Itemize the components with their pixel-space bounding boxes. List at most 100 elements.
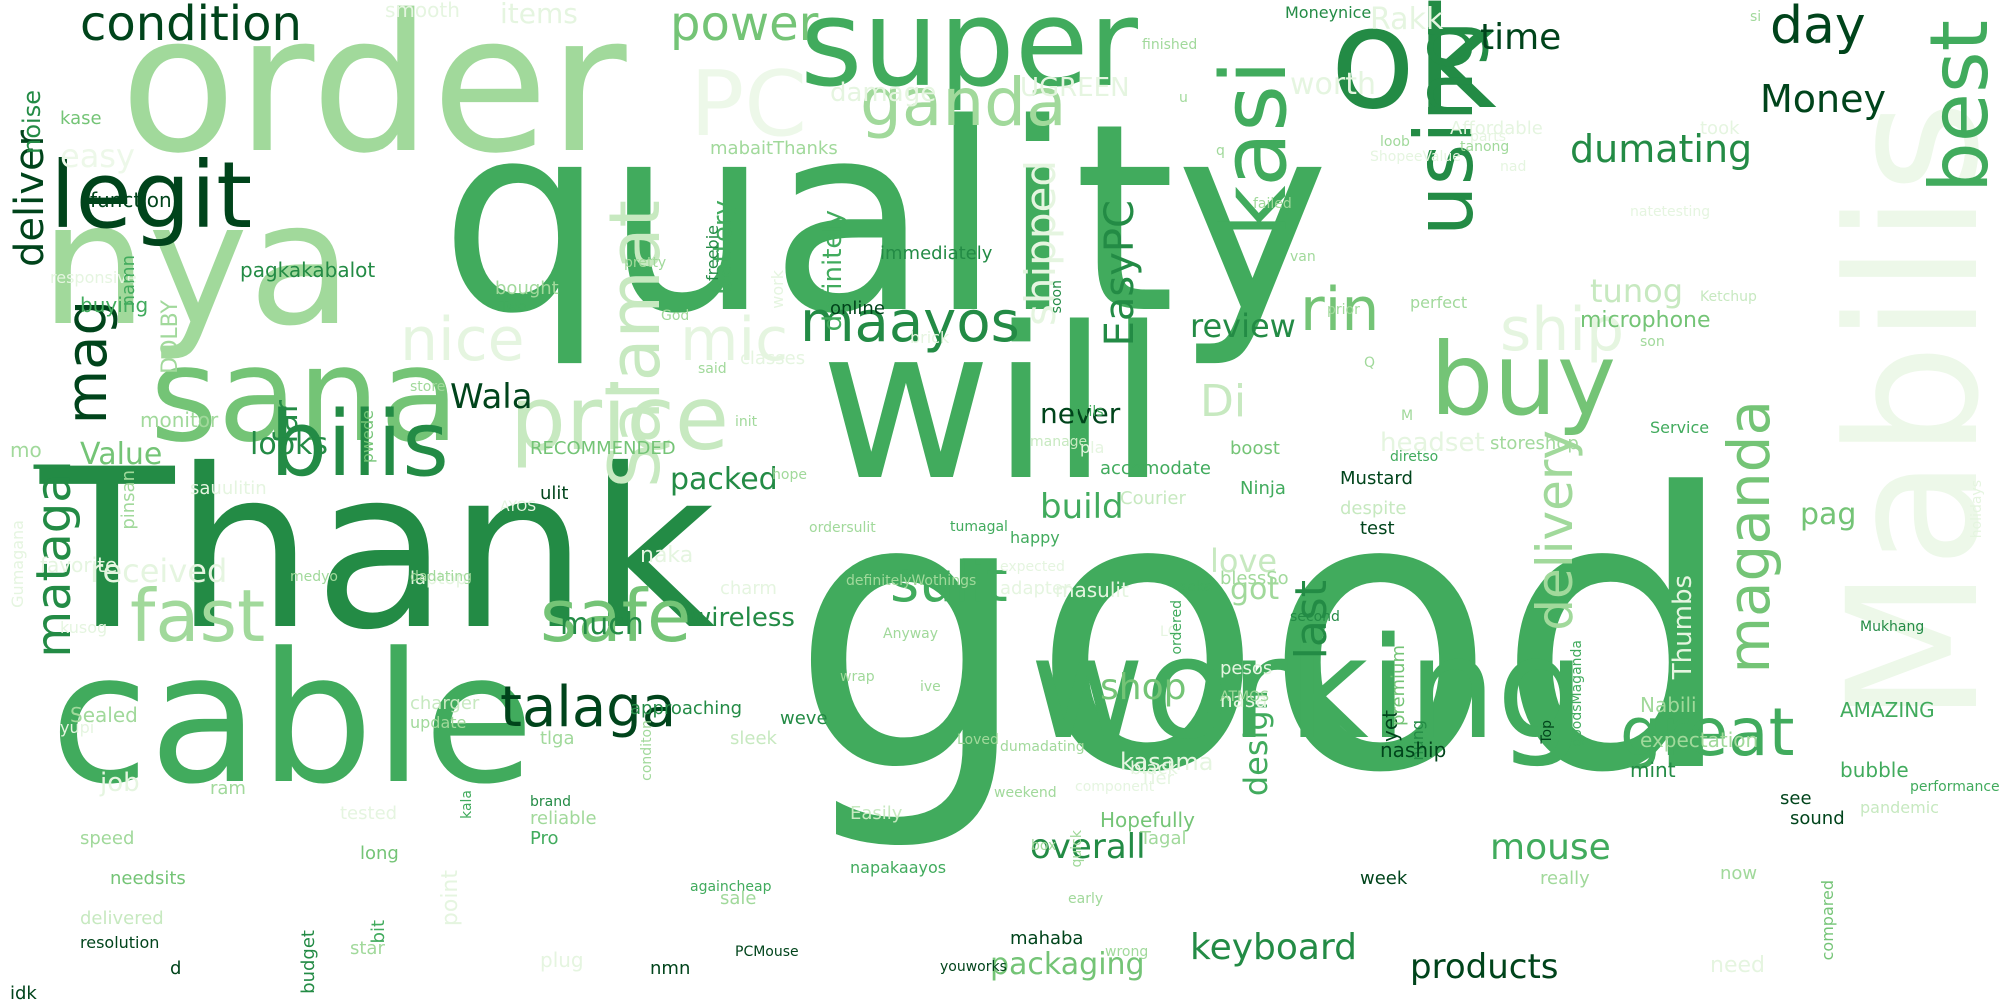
cloud-word: Ketchup xyxy=(1700,289,1757,305)
cloud-word: nice xyxy=(400,305,525,375)
cloud-word: items xyxy=(500,0,578,30)
cloud-word: see xyxy=(1780,788,1812,809)
cloud-word: soon xyxy=(1049,280,1065,314)
cloud-word: now xyxy=(1720,863,1758,884)
cloud-word: maayos xyxy=(800,290,1020,355)
cloud-word: sauulitin xyxy=(190,478,267,499)
cloud-word: sulit xyxy=(890,550,1008,615)
cloud-word: safe xyxy=(540,574,692,658)
cloud-word: reliable xyxy=(530,808,597,829)
cloud-word: talaga xyxy=(500,675,677,740)
cloud-word: manage xyxy=(1030,434,1088,450)
cloud-word: againcheap xyxy=(690,879,772,895)
cloud-word: Loved xyxy=(957,732,999,748)
cloud-word: component xyxy=(1075,779,1155,795)
cloud-word: test xyxy=(1360,518,1395,539)
cloud-word: easy xyxy=(60,137,135,175)
cloud-word: Tagal xyxy=(1140,828,1187,849)
cloud-word: finished xyxy=(1142,37,1198,53)
cloud-word: naka xyxy=(640,543,694,568)
cloud-word: buy xyxy=(1430,321,1617,438)
cloud-word: pesos xyxy=(1220,658,1273,679)
cloud-word: holidays xyxy=(1969,480,1985,539)
cloud-word: prior xyxy=(1327,302,1360,318)
cloud-word: price xyxy=(510,367,730,470)
cloud-word: boost xyxy=(1230,438,1280,459)
cloud-word: perfect xyxy=(1410,293,1468,312)
cloud-word: needsits xyxy=(110,868,186,889)
cloud-word: bought xyxy=(495,278,559,299)
cloud-word: store xyxy=(410,379,446,395)
cloud-word: function xyxy=(90,188,172,212)
cloud-word: mint xyxy=(1630,758,1676,782)
cloud-word: naship xyxy=(1380,738,1447,762)
cloud-word: Ninja xyxy=(1240,478,1286,499)
cloud-word: hope xyxy=(772,467,807,483)
cloud-word: performance xyxy=(1910,779,2000,795)
cloud-word: ATMOS xyxy=(1220,689,1270,705)
cloud-word: blessSo xyxy=(1220,568,1289,589)
cloud-word: charm xyxy=(720,578,777,599)
cloud-word: pla xyxy=(1080,438,1105,457)
cloud-word: work xyxy=(768,270,787,309)
cloud-word: God xyxy=(661,308,690,324)
cloud-word: namn xyxy=(118,255,139,307)
cloud-word: early xyxy=(1068,891,1104,907)
cloud-word: mo xyxy=(10,438,42,462)
cloud-word: Sealed xyxy=(70,703,138,727)
cloud-word: happy xyxy=(1010,528,1060,547)
cloud-word: goodsMaganda xyxy=(1569,640,1585,747)
cloud-word: products xyxy=(1410,947,1559,987)
cloud-word: expectation xyxy=(1640,728,1759,752)
cloud-word: order xyxy=(120,0,627,195)
cloud-word: tanong xyxy=(1460,139,1510,155)
cloud-word: wireless xyxy=(690,603,795,633)
cloud-word: accomodate xyxy=(1100,458,1211,479)
cloud-word: Gumagana xyxy=(8,520,27,608)
cloud-word: plug xyxy=(540,948,584,972)
cloud-word: Moneynice xyxy=(1285,3,1372,22)
cloud-word: far xyxy=(267,400,305,445)
cloud-word: ulit xyxy=(540,483,569,504)
cloud-word: resolution xyxy=(80,933,160,952)
cloud-word: Pro xyxy=(530,828,559,849)
cloud-word: super xyxy=(800,0,1138,114)
cloud-word: dumating xyxy=(1570,127,1753,171)
cloud-word: rin xyxy=(1300,275,1380,345)
cloud-word: mabaitThanks xyxy=(710,138,838,159)
cloud-word: weekend xyxy=(994,785,1057,801)
cloud-word: time xyxy=(1480,17,1562,58)
cloud-word: Courier xyxy=(1120,488,1186,509)
cloud-word: M xyxy=(1401,408,1414,424)
cloud-word: failed xyxy=(1253,196,1292,212)
cloud-word: online xyxy=(830,298,885,319)
cloud-word: job xyxy=(100,768,140,798)
cloud-word: monitor xyxy=(140,408,219,432)
cloud-word: sale xyxy=(720,888,757,909)
cloud-word: working xyxy=(1030,608,1586,771)
cloud-word: legit xyxy=(50,142,253,249)
cloud-word: Value xyxy=(80,437,163,472)
cloud-word: nad xyxy=(1500,159,1527,175)
cloud-word: classes xyxy=(740,348,806,369)
cloud-word: nya xyxy=(40,166,353,364)
cloud-word: Thumbs xyxy=(1668,575,1698,680)
cloud-word: pretty xyxy=(624,255,667,271)
cloud-word: saka xyxy=(1180,579,1213,595)
cloud-word: definitelyWothings xyxy=(846,573,977,589)
cloud-word: quality xyxy=(440,69,1330,371)
cloud-word: Service xyxy=(1650,418,1710,437)
cloud-word: dumadating xyxy=(1000,739,1085,755)
cloud-word: black xyxy=(1130,758,1178,779)
cloud-word: Nabili xyxy=(1640,693,1697,717)
cloud-word: shop xyxy=(1100,667,1187,708)
cloud-word: laptop xyxy=(410,568,467,589)
cloud-word: ShopeeValue xyxy=(1370,149,1461,165)
cloud-word: pwede xyxy=(358,410,377,464)
cloud-word: Thank xyxy=(40,422,716,678)
cloud-word: idk xyxy=(10,983,37,1000)
cloud-word: wrap xyxy=(840,669,875,685)
cloud-word: fails xyxy=(1075,404,1104,420)
cloud-word: dadating xyxy=(410,569,473,585)
cloud-word: charger xyxy=(410,693,480,714)
